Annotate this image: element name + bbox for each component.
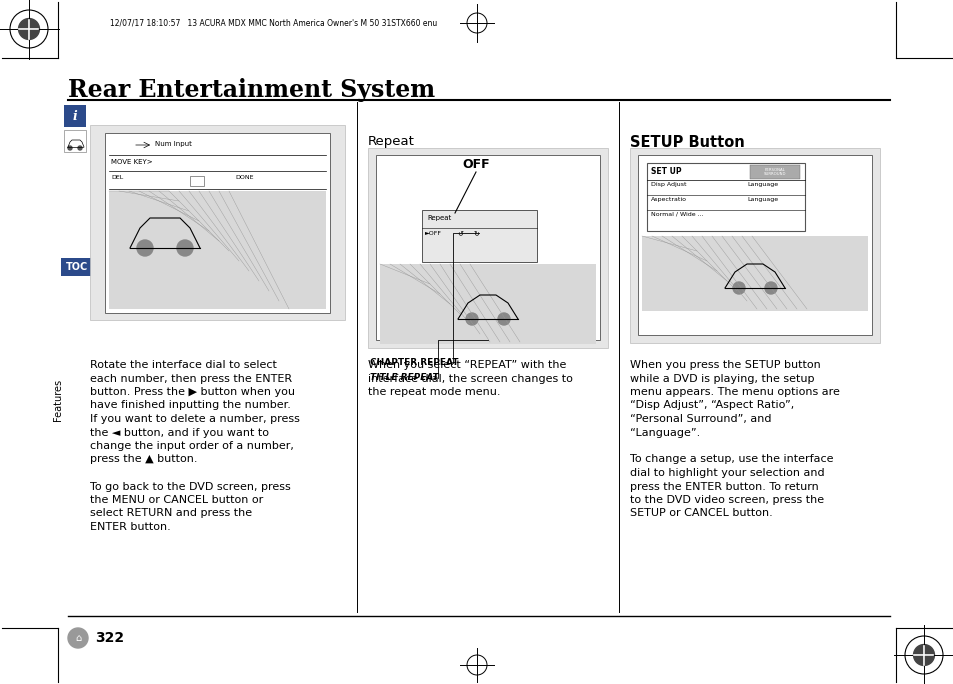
Text: 322: 322 — [95, 631, 124, 645]
Circle shape — [497, 313, 510, 325]
Text: Repeat: Repeat — [368, 135, 415, 148]
Text: SETUP Button: SETUP Button — [629, 135, 744, 150]
Bar — [190, 176, 204, 186]
Text: change the input order of a number,: change the input order of a number, — [90, 441, 294, 451]
Text: menu appears. The menu options are: menu appears. The menu options are — [629, 387, 839, 397]
Text: the MENU or CANCEL button or: the MENU or CANCEL button or — [90, 495, 263, 505]
Bar — [646, 163, 804, 231]
Text: SET UP: SET UP — [650, 167, 680, 176]
Circle shape — [177, 240, 193, 256]
Text: ⌂: ⌂ — [74, 633, 81, 643]
Text: To change a setup, use the interface: To change a setup, use the interface — [629, 454, 833, 464]
Text: MOVE KEY>: MOVE KEY> — [111, 159, 152, 165]
Bar — [105, 133, 330, 313]
Bar — [629, 148, 879, 343]
Circle shape — [913, 644, 934, 666]
Text: press the ENTER button. To return: press the ENTER button. To return — [629, 482, 818, 492]
Text: button. Press the ▶ button when you: button. Press the ▶ button when you — [90, 387, 294, 397]
Text: SETUP or CANCEL button.: SETUP or CANCEL button. — [629, 508, 772, 518]
Circle shape — [68, 146, 71, 150]
Text: Num Input: Num Input — [154, 141, 192, 147]
Text: to the DVD video screen, press the: to the DVD video screen, press the — [629, 495, 823, 505]
Text: ↻: ↻ — [474, 231, 479, 237]
Text: ►OFF: ►OFF — [424, 231, 441, 236]
Bar — [638, 155, 871, 335]
Text: Language: Language — [746, 182, 778, 187]
Text: ↺: ↺ — [456, 231, 462, 237]
Text: OFF: OFF — [461, 158, 489, 171]
Bar — [109, 191, 326, 309]
Text: Repeat: Repeat — [427, 215, 451, 221]
Bar — [379, 264, 596, 344]
Bar — [64, 130, 86, 152]
Circle shape — [764, 282, 776, 294]
Text: Disp Adjust: Disp Adjust — [650, 182, 686, 187]
Text: Aspectratio: Aspectratio — [650, 197, 686, 202]
Bar — [64, 105, 86, 127]
Text: Rear Entertainment System: Rear Entertainment System — [68, 78, 435, 102]
Text: Normal / Wide ...: Normal / Wide ... — [650, 212, 703, 217]
Text: 12/07/17 18:10:57   13 ACURA MDX MMC North America Owner's M 50 31STX660 enu: 12/07/17 18:10:57 13 ACURA MDX MMC North… — [110, 18, 436, 27]
Text: TITLE REPEAT: TITLE REPEAT — [370, 373, 438, 382]
Text: To go back to the DVD screen, press: To go back to the DVD screen, press — [90, 482, 291, 492]
Bar — [375, 155, 599, 340]
Text: When you select “REPEAT” with the: When you select “REPEAT” with the — [368, 360, 566, 370]
Circle shape — [18, 18, 39, 40]
Text: If you want to delete a number, press: If you want to delete a number, press — [90, 414, 299, 424]
Bar — [641, 236, 867, 311]
Text: DONE: DONE — [234, 175, 253, 180]
Circle shape — [732, 282, 744, 294]
Circle shape — [78, 146, 82, 150]
Text: the ◄ button, and if you want to: the ◄ button, and if you want to — [90, 428, 269, 438]
Circle shape — [68, 628, 88, 648]
Text: TOC: TOC — [66, 262, 88, 272]
Text: DEL: DEL — [111, 175, 123, 180]
Text: Language: Language — [746, 197, 778, 202]
Bar — [749, 165, 800, 179]
Text: i: i — [72, 109, 77, 122]
Text: “Disp Adjust”, “Aspect Ratio”,: “Disp Adjust”, “Aspect Ratio”, — [629, 401, 794, 410]
Text: while a DVD is playing, the setup: while a DVD is playing, the setup — [629, 373, 814, 384]
Text: “Language”.: “Language”. — [629, 428, 700, 438]
Circle shape — [137, 240, 152, 256]
Text: CHAPTER REPEAT: CHAPTER REPEAT — [370, 358, 458, 367]
Text: each number, then press the ENTER: each number, then press the ENTER — [90, 373, 292, 384]
Text: Features: Features — [53, 379, 63, 421]
Text: “Personal Surround”, and: “Personal Surround”, and — [629, 414, 771, 424]
Text: PERSONAL
SURROUND: PERSONAL SURROUND — [763, 168, 785, 176]
Text: dial to highlight your selection and: dial to highlight your selection and — [629, 468, 823, 478]
Text: select RETURN and press the: select RETURN and press the — [90, 508, 252, 518]
Bar — [368, 148, 607, 348]
Text: When you press the SETUP button: When you press the SETUP button — [629, 360, 820, 370]
Text: press the ▲ button.: press the ▲ button. — [90, 454, 197, 464]
Text: the repeat mode menu.: the repeat mode menu. — [368, 387, 500, 397]
Text: Rotate the interface dial to select: Rotate the interface dial to select — [90, 360, 276, 370]
Bar — [90, 125, 345, 320]
Text: ENTER button.: ENTER button. — [90, 522, 171, 532]
Bar — [421, 210, 537, 262]
Circle shape — [465, 313, 477, 325]
Bar — [61, 258, 92, 276]
Text: have finished inputting the number.: have finished inputting the number. — [90, 401, 291, 410]
Text: interface dial, the screen changes to: interface dial, the screen changes to — [368, 373, 572, 384]
